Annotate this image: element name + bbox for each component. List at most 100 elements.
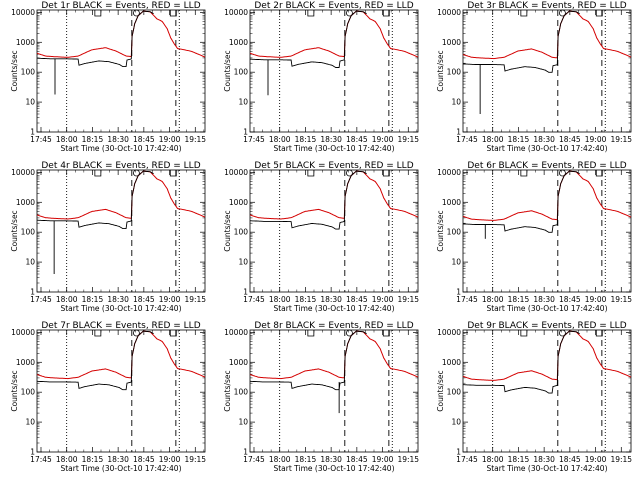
plot-frame (249, 329, 419, 453)
plot-frame (462, 169, 632, 293)
x-tick-label: 19:00 (372, 295, 394, 304)
x-tick-label: 18:30 (320, 455, 342, 464)
y-tick-label: 100 (447, 388, 462, 397)
y-tick-label: 1000 (442, 358, 461, 367)
x-tick-label: 19:00 (159, 455, 181, 464)
series-lld-red (36, 10, 206, 58)
panel-title: Det 8r BLACK = Events, RED = LLD (254, 321, 413, 331)
y-tick-label: 100 (21, 388, 36, 397)
x-tick-label: 18:15 (82, 295, 104, 304)
y-tick-label: 100 (234, 68, 249, 77)
x-axis-label: Start Time (30-Oct-10 17:42:40) (273, 304, 394, 313)
series-lld-red (249, 330, 419, 380)
x-tick-label: 17:45 (30, 455, 52, 464)
x-tick-label: 19:15 (397, 455, 419, 464)
x-tick-label: 19:00 (585, 135, 607, 144)
top-bracket-marker (595, 170, 603, 177)
y-axis-label: Counts/sec (436, 50, 445, 91)
x-tick-label: 18:30 (320, 135, 342, 144)
x-tick-label: 18:45 (346, 135, 368, 144)
x-tick-label: 18:30 (107, 295, 129, 304)
top-bracket-marker (94, 10, 102, 17)
y-tick-label: 1 (456, 288, 461, 297)
x-tick-label: 18:00 (482, 295, 504, 304)
y-tick-label: 10000 (437, 328, 461, 337)
x-tick-label: 18:45 (346, 455, 368, 464)
panel-title: Det 7r BLACK = Events, RED = LLD (41, 321, 200, 331)
x-tick-label: 18:15 (295, 295, 317, 304)
panel-title: Det 9r BLACK = Events, RED = LLD (467, 321, 626, 331)
y-tick-label: 1 (243, 448, 248, 457)
top-circle-marker (346, 329, 353, 337)
y-tick-label: 10 (451, 418, 461, 427)
x-axis-label: Start Time (30-Oct-10 17:42:40) (60, 304, 181, 313)
x-axis-label: Start Time (30-Oct-10 17:42:40) (486, 464, 607, 473)
top-circle-marker (346, 9, 353, 17)
x-tick-label: 19:15 (610, 135, 632, 144)
top-circle-marker (559, 9, 566, 17)
x-tick-label: 18:00 (56, 295, 78, 304)
x-tick-label: 18:45 (559, 295, 581, 304)
x-tick-label: 19:00 (372, 455, 394, 464)
panel-det-7: Det 7r BLACK = Events, RED = LLD 1 10 100 10… (10, 321, 206, 473)
x-tick-label: 18:15 (295, 135, 317, 144)
y-tick-label: 10 (25, 418, 35, 427)
y-tick-label: 1000 (442, 38, 461, 47)
y-tick-label: 1000 (442, 198, 461, 207)
top-bracket-marker (169, 10, 177, 17)
x-tick-label: 17:45 (243, 295, 265, 304)
x-axis-label: Start Time (30-Oct-10 17:42:40) (486, 144, 607, 153)
x-tick-label: 19:15 (610, 295, 632, 304)
y-axis-label: Counts/sec (10, 50, 19, 91)
panel-det-9: Det 9r BLACK = Events, RED = LLD 1 10 100 10… (436, 321, 632, 473)
x-tick-label: 19:15 (610, 455, 632, 464)
top-bracket-marker (307, 330, 315, 337)
y-tick-label: 10000 (437, 168, 461, 177)
x-tick-label: 18:15 (82, 135, 104, 144)
x-tick-label: 19:00 (585, 295, 607, 304)
x-axis-label: Start Time (30-Oct-10 17:42:40) (486, 304, 607, 313)
x-tick-label: 19:00 (159, 135, 181, 144)
x-tick-label: 18:00 (56, 135, 78, 144)
y-axis-label: Counts/sec (436, 370, 445, 411)
top-circle-marker (346, 169, 353, 177)
plot-frame (249, 169, 419, 293)
series-events-black (37, 170, 154, 230)
y-tick-label: 1000 (16, 198, 35, 207)
x-tick-label: 19:15 (184, 455, 206, 464)
plot-frame (249, 9, 419, 133)
panel-title: Det 5r BLACK = Events, RED = LLD (254, 161, 413, 171)
y-tick-label: 1000 (229, 198, 248, 207)
x-tick-label: 18:45 (346, 295, 368, 304)
panel-det-1: Det 1r BLACK = Events, RED = LLD 1 10 100 10… (10, 1, 206, 153)
top-circle-marker (559, 169, 566, 177)
series-events-black (249, 170, 367, 230)
y-tick-label: 10 (238, 98, 248, 107)
x-tick-label: 17:45 (30, 295, 52, 304)
series-lld-red (462, 330, 632, 381)
y-tick-label: 100 (234, 228, 249, 237)
x-axis-label: Start Time (30-Oct-10 17:42:40) (60, 144, 181, 153)
x-tick-label: 17:45 (243, 135, 265, 144)
y-tick-label: 10 (451, 98, 461, 107)
x-tick-label: 17:45 (30, 135, 52, 144)
panel-title: Det 3r BLACK = Events, RED = LLD (467, 1, 626, 11)
y-tick-label: 10 (25, 98, 35, 107)
x-tick-label: 18:45 (133, 295, 155, 304)
series-lld-red (249, 170, 419, 220)
top-bracket-marker (169, 330, 177, 337)
y-tick-label: 100 (21, 228, 36, 237)
x-tick-label: 19:15 (397, 295, 419, 304)
series-events-black (463, 330, 580, 394)
top-bracket-marker (520, 330, 528, 337)
top-bracket-marker (382, 170, 390, 177)
x-tick-label: 18:45 (133, 135, 155, 144)
y-tick-label: 100 (447, 228, 462, 237)
y-tick-label: 10000 (11, 8, 35, 17)
top-bracket-marker (307, 170, 315, 177)
y-axis-label: Counts/sec (223, 50, 232, 91)
x-tick-label: 17:45 (456, 295, 478, 304)
panel-det-4: Det 4r BLACK = Events, RED = LLD 1 10 100 10… (10, 161, 206, 313)
y-tick-label: 10 (451, 258, 461, 267)
